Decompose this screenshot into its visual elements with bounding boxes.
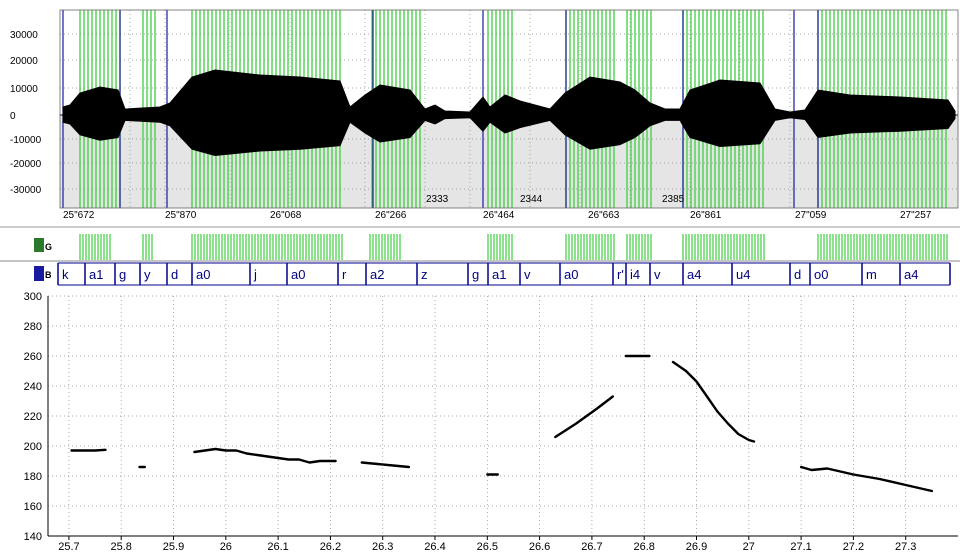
wave-y-tick-label: -30000 [10,185,42,196]
pitch-curve-segment [554,395,614,439]
time-tick-label: 26"266 [375,210,407,221]
waveform-panel[interactable]: 30000 20000 10000 0 -10000 -20000 -30000 25"672… [0,0,960,230]
pitch-curve-segment [799,465,934,493]
pitch-y-tick-label: 220 [24,411,42,423]
wave-y-tick-label: 10000 [10,84,38,95]
pitch-x-tick-label: 26.1 [267,541,288,552]
phone-label: a0 [196,267,210,282]
time-tick-label: 25"870 [165,210,197,221]
pitch-x-tick-label: 26.9 [686,541,707,552]
time-tick-label: 26"068 [270,210,302,221]
tier-bg [0,230,960,290]
pitch-x-tick-label: 26.4 [424,541,445,552]
time-tick-label: 26"663 [588,210,620,221]
pitch-x-tick-label: 26.3 [372,541,393,552]
pitch-x-tick-label: 27.1 [790,541,811,552]
time-tick-label: 26"861 [690,210,722,221]
pitch-x-tick-label: 27 [743,541,755,552]
phone-label: k [62,267,69,282]
time-tick-label: 25"672 [63,210,95,221]
pitch-x-tick-label: 25.9 [163,541,184,552]
phone-label: y [144,267,151,282]
pitch-y-tick-label: 200 [24,441,42,453]
period-annotation: 2344 [520,194,543,205]
pitch-x-tick-label: 26.5 [477,541,498,552]
phone-tier-swatch [34,266,44,281]
pitch-x-tick-label: 27.2 [843,541,864,552]
phone-label: a0 [291,267,305,282]
pitch-curve-segment [671,360,756,443]
phone-label: a4 [904,267,918,282]
period-annotation: 2333 [426,194,449,205]
phone-label: z [421,267,428,282]
pitch-y-tick-label: 280 [24,321,42,333]
phone-label: a4 [687,267,701,282]
phone-label: u4 [736,267,750,282]
annotation-tiers[interactable]: G B k a1 g y d a0 j a0 r a2 z g a1 v a0 r' i4 v a4 u4 d o0 m a4 [0,230,960,290]
wave-y-tick-label: 20000 [10,56,38,67]
pitch-y-tick-label: 240 [24,381,42,393]
pitch-x-tick-label: 26.6 [529,541,550,552]
pitch-curve-segment [360,461,411,469]
phone-label: a1 [492,267,506,282]
pitch-y-tick-label: 300 [24,291,42,303]
time-tick-label: 27"059 [795,210,827,221]
wave-y-tick-label: -10000 [10,135,42,146]
pitch-y-tick-label: 160 [24,501,42,513]
phone-label: a2 [370,267,384,282]
pitch-x-tick-label: 27.3 [895,541,916,552]
phone-label: r' [617,267,624,282]
phone-label: j [253,267,257,282]
phone-label: a1 [89,267,103,282]
phone-label: m [866,267,877,282]
pitch-x-tick-label: 26.8 [633,541,654,552]
phone-label: d [171,267,178,282]
green-tier-swatch [34,238,44,252]
phone-tier-badge: B [45,270,52,280]
pitch-x-tick-label: 25.8 [111,541,132,552]
pitch-y-tick-label: 260 [24,351,42,363]
pitch-x-tick-label: 25.7 [58,541,79,552]
wave-y-tick-label: 0 [10,111,16,122]
pitch-bg [0,290,960,552]
green-tier-badge: G [45,242,52,252]
phone-label: d [794,267,801,282]
phone-label: v [654,267,661,282]
pitch-x-tick-label: 26 [220,541,232,552]
phone-label: g [119,267,126,282]
phone-label: g [472,267,479,282]
waveform-signal [62,69,956,157]
pitch-x-tick-label: 26.7 [581,541,602,552]
wave-y-tick-label: -20000 [10,159,42,170]
wave-y-tick-label: 30000 [10,30,38,41]
pitch-y-tick-label: 140 [24,531,42,543]
pitch-chart[interactable]: 140 160 180 200 220 240 260 280 300 25.7 25.8 25.9 2… [0,290,960,552]
pitch-curve-segment [193,447,337,464]
pitch-curve-segment [70,448,107,452]
pitch-x-tick-label: 26.2 [320,541,341,552]
time-tick-label: 27"257 [900,210,932,221]
phone-label: o0 [814,267,828,282]
wave-border [59,9,959,209]
period-annotation: 2385 [662,194,685,205]
phone-label: v [524,267,531,282]
pitch-y-tick-label: 180 [24,471,42,483]
phone-label: r [342,267,347,282]
phone-label: i4 [630,267,640,282]
time-tick-label: 26"464 [483,210,515,221]
phone-label: a0 [564,267,578,282]
